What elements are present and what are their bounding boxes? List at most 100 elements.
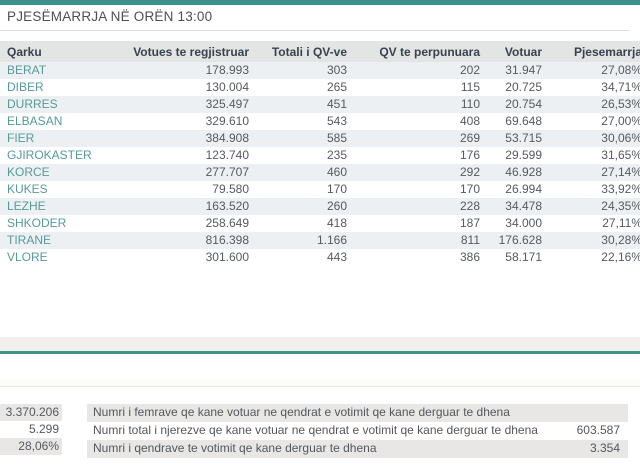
county-name-link[interactable]: DIBER [7,80,44,94]
county-name-link[interactable]: SHKODER [7,216,67,230]
value-cell: 34.000 [505,216,542,230]
value-cell: 187 [459,216,480,230]
value-cell: 811 [347,232,480,249]
value-cell: 115 [460,80,480,94]
value-cell: 46.928 [480,164,542,181]
value-cell: 408 [459,114,480,128]
county-name-link[interactable]: FIER [0,130,107,147]
value-cell: 260 [249,198,347,215]
value-cell: 386 [459,250,480,264]
turnout-table-header: Qarku Votues te regjistruar Totali i QV-ve… [0,41,640,62]
value-cell: 1.166 [249,232,347,249]
summary-value: 603.587 [576,423,620,437]
county-name-link[interactable]: KUKES [7,182,48,196]
value-cell: 26,53% [542,96,640,113]
value-cell: 235 [326,148,347,162]
value-cell: 292 [347,164,480,181]
value-cell: 34,71% [601,80,640,94]
value-cell: 303 [249,62,347,79]
value-cell: 443 [326,250,347,264]
summary-label: Numri i qendrave te votimit qe kane derg… [93,441,377,455]
turnout-table-body: BERAT 178.993 303 202 31.947 27,08% DIBER 130.0… [0,62,640,266]
value-cell: 79.580 [212,182,249,196]
value-cell: 27,11% [602,216,640,230]
value-cell: 123.740 [205,148,249,162]
value-cell: 816.398 [107,232,249,249]
value-cell: 418 [326,216,347,230]
value-cell: 20.725 [505,80,542,94]
value-cell: 130.004 [205,80,249,94]
value-cell: 34.478 [480,198,542,215]
value-cell: 176 [459,148,480,162]
table-row: FIER 384.908 585 269 53.715 30,06% [0,130,640,147]
table-row: KUKES 79.580 170 170 26.994 33,92% [0,181,640,198]
table-row: GJIROKASTER 123.740 235 176 29.599 31,65% [0,147,640,164]
summary-label: Numri total i njerezve qe kane votuar ne… [93,423,538,437]
column-header-4: Votuar [480,41,542,62]
value-cell: 265 [326,80,347,94]
column-header-qarku: Qarku [0,41,107,62]
value-cell: 384.908 [107,130,249,147]
county-name-link[interactable]: BERAT [0,62,107,79]
soft-band [0,379,640,386]
value-cell: 30,28% [542,232,640,249]
value-cell: 325.497 [107,96,249,113]
value-cell: 58.171 [505,250,542,264]
summary-row: Numri i qendrave te votimit qe kane derg… [87,440,628,458]
value-cell: 301.600 [205,250,249,264]
total-value: 3.370.206 [0,404,62,421]
total-value: 28,06% [0,438,62,455]
value-cell: 31.947 [480,62,542,79]
page-title: PJESËMARRJA NË ORËN 13:00 [7,9,213,24]
value-cell: 460 [249,164,347,181]
county-name-link[interactable]: KORCE [0,164,107,181]
value-cell: 329.610 [205,114,249,128]
summary-row: Numri i femrave qe kane votuar ne qendra… [87,404,628,422]
value-cell: 31,65% [601,148,640,162]
top-accent-bar [0,0,640,5]
column-header-2: Totali i QV-ve [249,41,347,62]
county-name-link[interactable]: ELBASAN [7,114,63,128]
value-cell: 163.520 [107,198,249,215]
table-row: VLORE 301.600 443 386 58.171 22,16% [0,249,640,266]
value-cell: 33,92% [601,182,640,196]
value-cell: 176.628 [480,232,542,249]
value-cell: 69.648 [505,114,542,128]
value-cell: 29.599 [505,148,542,162]
value-cell: 27,14% [542,164,640,181]
value-cell: 30,06% [542,130,640,147]
value-cell: 27,08% [542,62,640,79]
value-cell: 170 [459,182,480,196]
value-cell: 585 [249,130,347,147]
value-cell: 22,16% [601,250,640,264]
turnout-table: Qarku Votues te regjistruar Totali i QV-ve… [0,41,640,266]
table-row: BERAT 178.993 303 202 31.947 27,08% [0,62,640,79]
table-row: ELBASAN 329.610 543 408 69.648 27,00% [0,113,640,130]
county-name-link[interactable]: DURRES [0,96,107,113]
value-cell: 277.707 [107,164,249,181]
county-name-link[interactable]: TIRANE [0,232,107,249]
summary-row: Numri total i njerezve qe kane votuar ne… [87,422,628,440]
section-footer-band [0,337,640,351]
value-cell: 202 [347,62,480,79]
total-value: 5.299 [28,422,59,436]
value-cell: 258.649 [205,216,249,230]
header-row: Qarku Votues te regjistruar Totali i QV-ve… [0,41,640,62]
title-divider [0,30,629,31]
county-name-link[interactable]: GJIROKASTER [7,148,92,162]
summary-value: 3.354 [589,441,620,455]
summary-details-table: Numri i femrave qe kane votuar ne qendra… [87,404,628,458]
value-cell: 110 [347,96,480,113]
value-cell: 269 [347,130,480,147]
table-row: KORCE 277.707 460 292 46.928 27,14% [0,164,640,181]
soft-divider-line [0,386,640,387]
county-name-link[interactable]: LEZHE [0,198,107,215]
summary-label: Numri i femrave qe kane votuar ne qendra… [93,405,510,419]
value-cell: 543 [326,114,347,128]
table-row: SHKODER 258.649 418 187 34.000 27,11% [0,215,640,232]
county-name-link[interactable]: VLORE [7,250,48,264]
value-cell: 26.994 [505,182,542,196]
totals-column: 3.370.206 5.299 28,06% [0,404,62,455]
value-cell: 451 [249,96,347,113]
value-cell: 53.715 [480,130,542,147]
